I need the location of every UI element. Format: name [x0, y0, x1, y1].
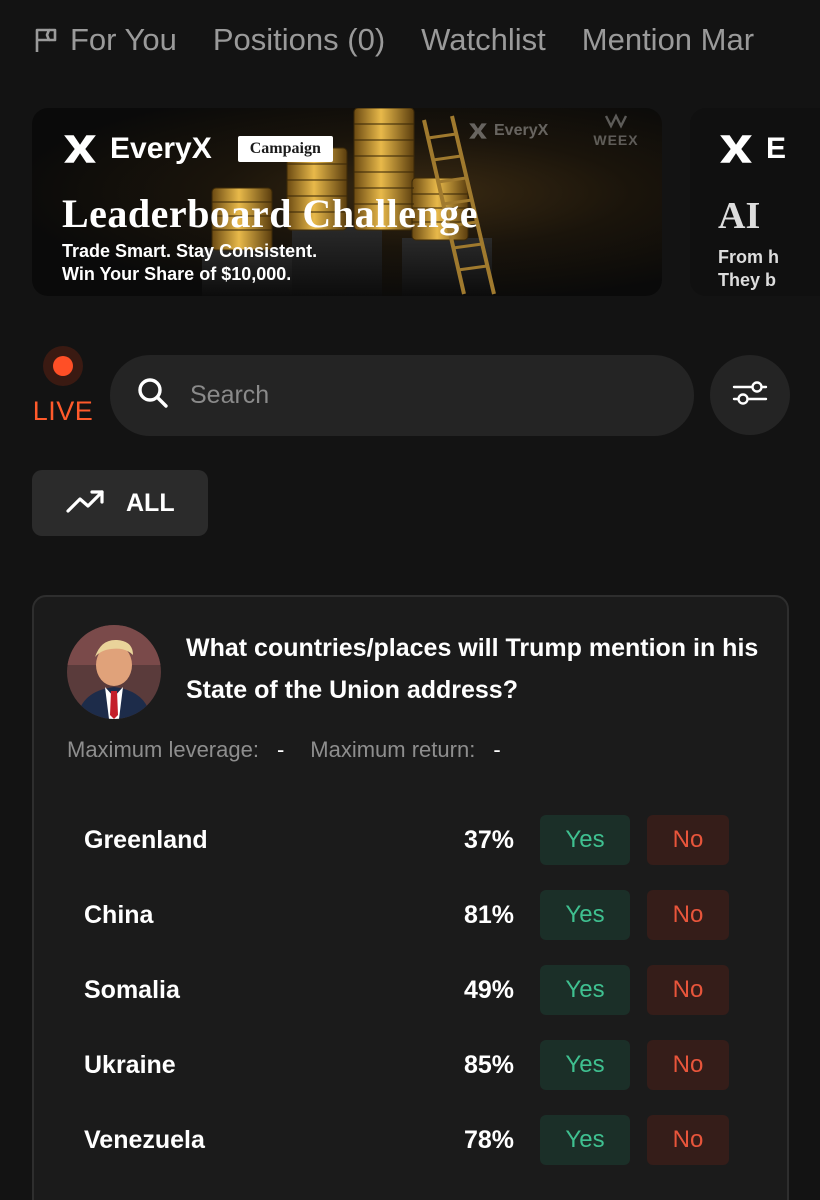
campaign-tag: Campaign: [237, 136, 333, 162]
tab-label: Watchlist: [421, 22, 546, 57]
banner-subtitle: From h They b: [718, 246, 779, 292]
banner-subtitle-line: They b: [718, 270, 777, 290]
yes-button[interactable]: Yes: [540, 815, 630, 865]
everyx-logo-icon: [469, 123, 487, 139]
brand-name: E: [766, 132, 787, 165]
everyx-logo-icon: [64, 135, 96, 163]
category-all-chip[interactable]: ALL: [32, 470, 208, 536]
outcome-name: Greenland: [84, 825, 208, 854]
flag-icon: [32, 26, 60, 54]
banner-logo: E: [718, 132, 786, 166]
outcome-row: Venezuela 78% Yes No: [84, 1115, 744, 1165]
gold-coins-illustration: [202, 108, 496, 296]
outcome-name: Somalia: [84, 975, 180, 1004]
tab-label: For You: [70, 22, 177, 57]
tab-positions[interactable]: Positions (0): [213, 22, 385, 58]
outcome-probability: 37%: [463, 825, 514, 854]
market-question[interactable]: What countries/places will Trump mention…: [186, 634, 759, 704]
no-button[interactable]: No: [647, 815, 729, 865]
sliders-icon: [732, 378, 768, 413]
outcome-probability: 78%: [463, 1125, 514, 1154]
chip-label: ALL: [126, 488, 175, 517]
outcome-row: China 81% Yes No: [84, 890, 744, 940]
banner-title: AI: [718, 195, 761, 237]
top-tabs: For You Positions (0) Watchlist Mention …: [32, 18, 820, 62]
search-input[interactable]: [190, 381, 694, 410]
outcome-probability: 81%: [463, 900, 514, 929]
live-label: LIVE: [32, 396, 94, 426]
yes-button[interactable]: Yes: [540, 1115, 630, 1165]
yes-button[interactable]: Yes: [540, 965, 630, 1015]
everyx-logo-icon: [720, 135, 752, 163]
outcome-name: China: [84, 900, 154, 929]
watermark-partner: WEEX: [588, 112, 644, 148]
banner-title: Leaderboard Challenge: [62, 191, 479, 236]
no-button[interactable]: No: [647, 890, 729, 940]
campaign-banner[interactable]: EveryX WEEX EveryX Campaign Leaderboard …: [32, 108, 662, 296]
max-return-label: Maximum return:: [310, 737, 476, 762]
max-leverage-label: Maximum leverage:: [67, 737, 259, 762]
watermark-brand: EveryX: [468, 122, 548, 140]
market-card[interactable]: What countries/places will Trump mention…: [32, 595, 789, 1200]
tab-mention-markets[interactable]: Mention Mar: [582, 22, 754, 58]
yes-button[interactable]: Yes: [540, 1040, 630, 1090]
brand-name: EveryX: [110, 132, 212, 165]
market-meta: Maximum leverage: - Maximum return: -: [67, 737, 527, 763]
banner-subtitle-line: From h: [718, 247, 779, 267]
search-bar[interactable]: [110, 355, 694, 436]
outcome-probability: 85%: [463, 1050, 514, 1079]
outcome-name: Venezuela: [84, 1125, 205, 1154]
tab-label: Mention Mar: [581, 22, 755, 57]
banner-subtitle-line: Trade Smart. Stay Consistent.: [62, 241, 318, 261]
watermark-partner-text: WEEX: [593, 132, 639, 148]
no-button[interactable]: No: [647, 965, 729, 1015]
banner-subtitle: Trade Smart. Stay Consistent. Win Your S…: [62, 240, 317, 286]
outcome-name: Ukraine: [84, 1050, 176, 1079]
banner-logo: EveryX Campaign: [62, 132, 333, 166]
secondary-banner[interactable]: E AI From h They b: [690, 108, 820, 296]
max-leverage-value: -: [276, 737, 285, 762]
yes-button[interactable]: Yes: [540, 890, 630, 940]
tab-watchlist[interactable]: Watchlist: [421, 22, 546, 58]
no-button[interactable]: No: [647, 1040, 729, 1090]
no-button[interactable]: No: [647, 1115, 729, 1165]
outcome-row: Greenland 37% Yes No: [84, 815, 744, 865]
banner-subtitle-line: Win Your Share of $10,000.: [62, 264, 292, 284]
live-dot-icon: [43, 346, 83, 386]
max-return-value: -: [493, 737, 501, 762]
outcome-row: Ukraine 85% Yes No: [84, 1040, 744, 1090]
watermark-brand-text: EveryX: [494, 122, 549, 139]
live-indicator[interactable]: LIVE: [30, 346, 96, 432]
tab-for-you[interactable]: For You: [32, 22, 177, 58]
filter-settings-button[interactable]: [710, 355, 790, 435]
outcome-probability: 49%: [463, 975, 514, 1004]
outcome-row: Somalia 49% Yes No: [84, 965, 744, 1015]
trending-up-icon: [66, 488, 106, 519]
tab-label: Positions (0): [212, 22, 386, 57]
avatar: [67, 625, 161, 719]
search-icon: [136, 376, 170, 415]
weex-logo-icon: [604, 113, 628, 129]
